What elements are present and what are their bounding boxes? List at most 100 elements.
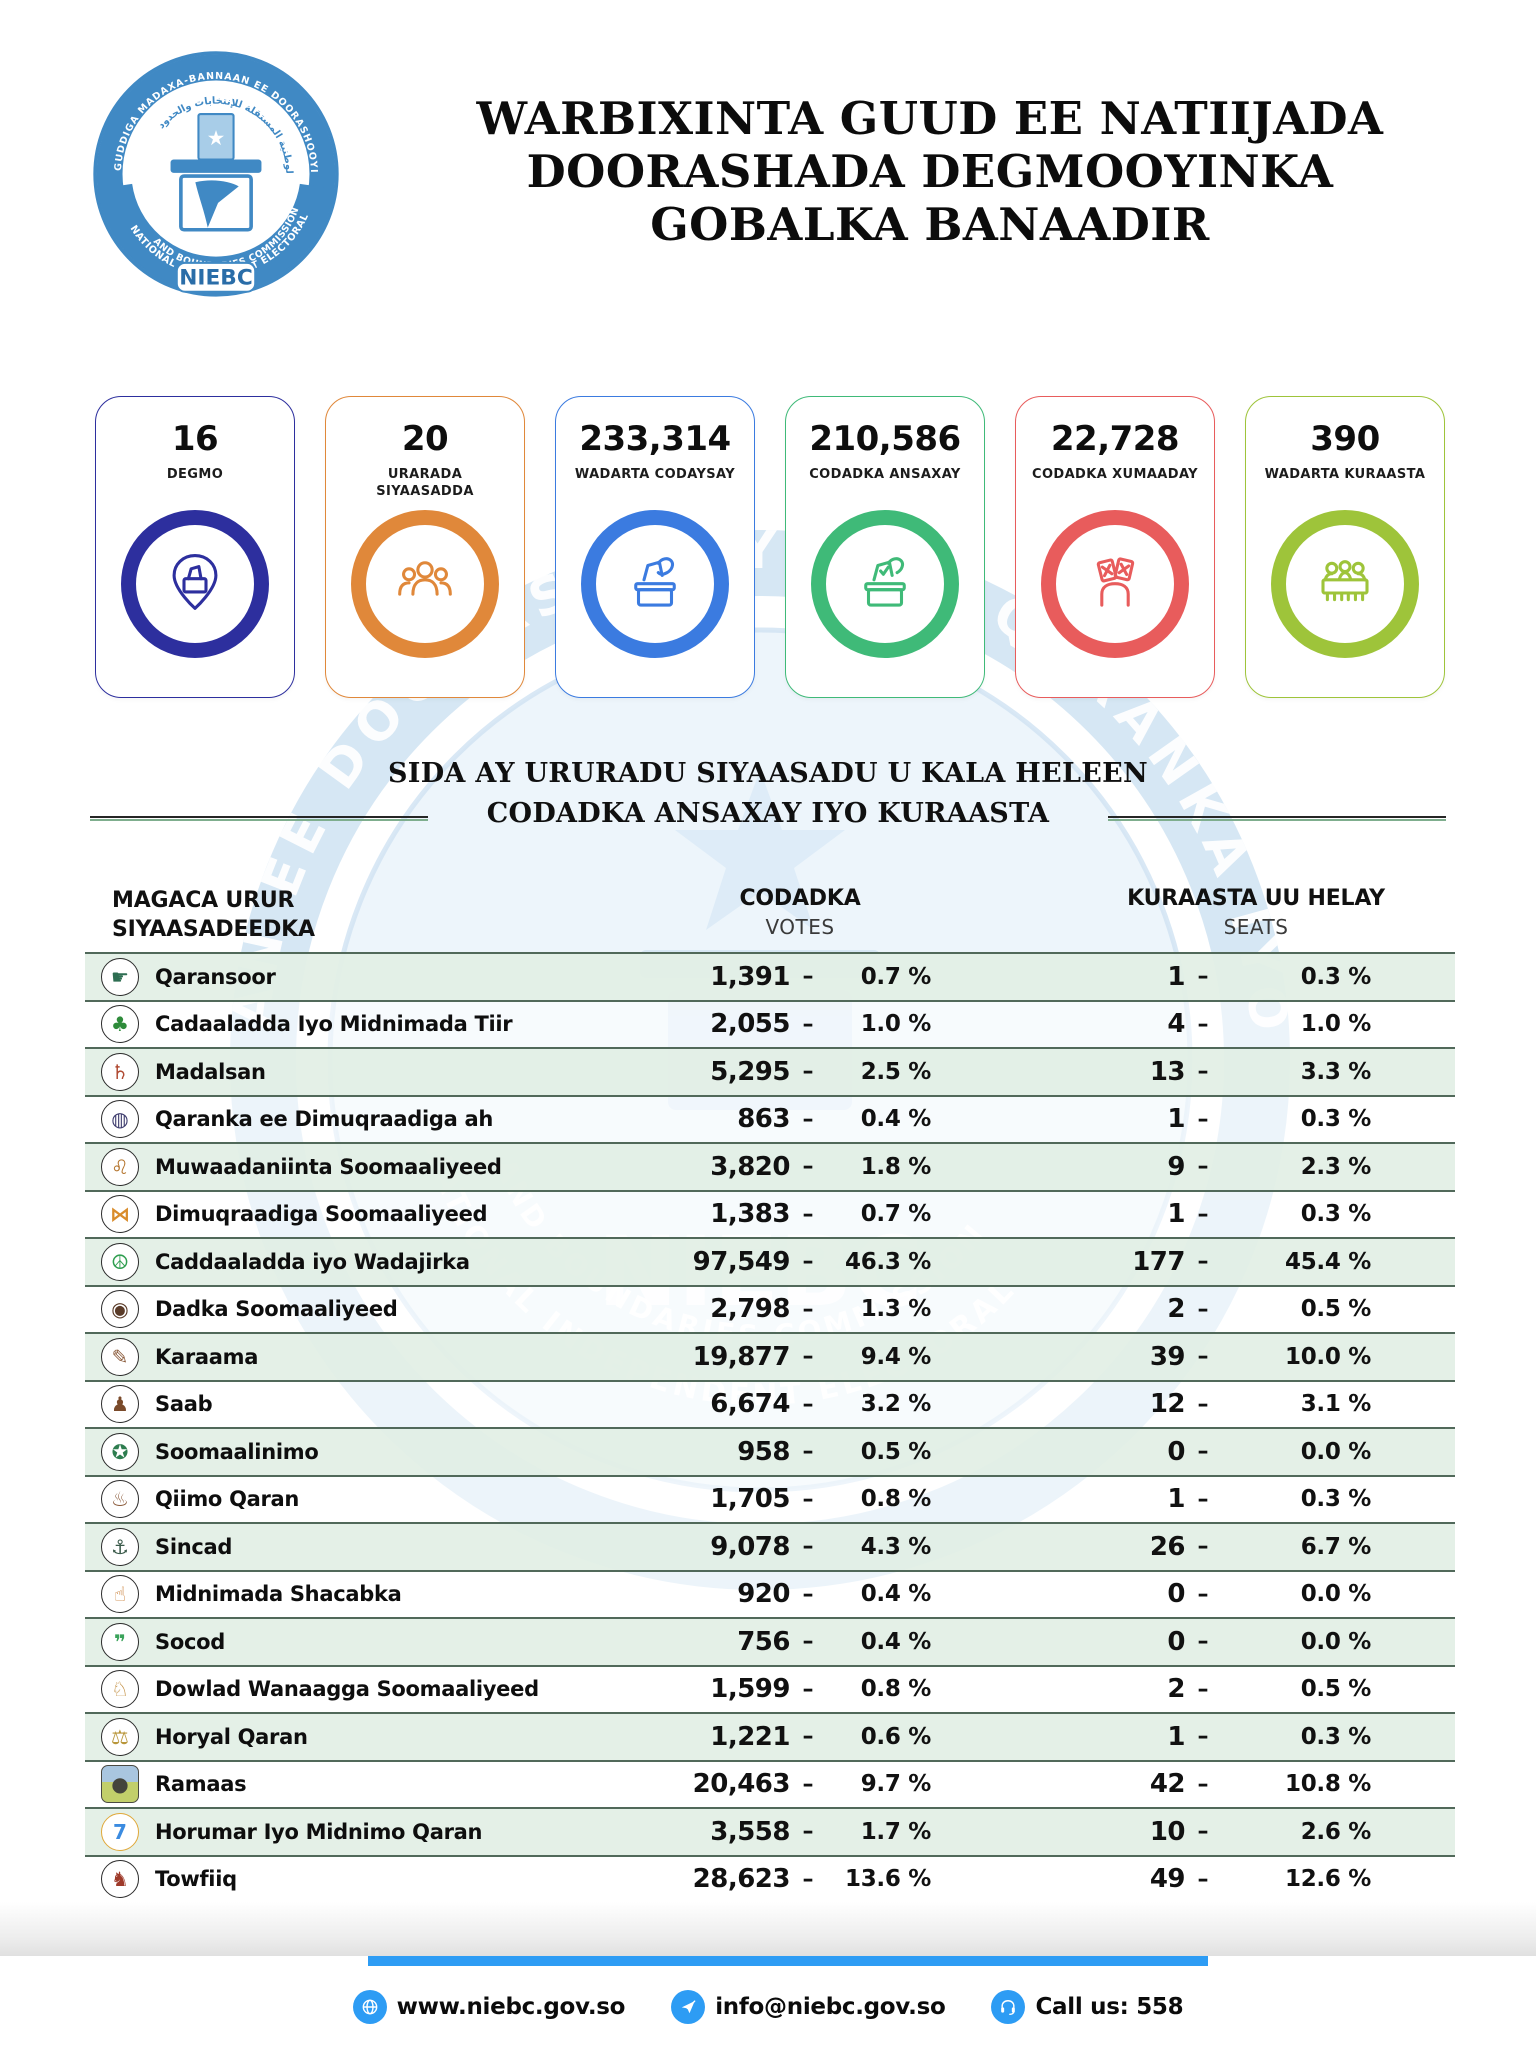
party-row: ◉ Dadka Soomaaliyeed 2,798 – 1.3 % 2 – 0…	[85, 1286, 1455, 1334]
votes-percent: 0.8 %	[860, 1676, 932, 1703]
stat-ring	[581, 510, 729, 658]
seats-value: 49	[1149, 1864, 1186, 1895]
party-name: Cadaaladda Iyo Midnimada Tiir	[155, 1012, 513, 1037]
section-heading-line2: CODADKA ANSAXAY IYO KURAASTA	[486, 798, 1050, 829]
party-name: Horumar Iyo Midnimo Qaran	[155, 1819, 483, 1844]
seats-value: 2	[1167, 1294, 1185, 1325]
party-name: Caddaaladda iyo Wadajirka	[155, 1249, 470, 1274]
tree-icon: ♣	[101, 1005, 139, 1044]
stat-cards-row: 16 DEGMO 20 URARADA SIYAASADDA 233,314 W…	[95, 396, 1445, 700]
headset-icon	[991, 1990, 1026, 2024]
seats-value: 10	[1149, 1816, 1186, 1847]
ballot-valid-icon	[852, 549, 918, 619]
seats-percent: 12.6 %	[1285, 1866, 1371, 1893]
votes-dash: –	[802, 1249, 814, 1275]
phone-link[interactable]: Call us: 558	[991, 1990, 1184, 2024]
stat-value: 22,728	[1050, 419, 1180, 459]
party-row: ✪ Soomaalinimo 958 – 0.5 % 0 – 0.0 %	[85, 1429, 1455, 1477]
column-header-seats: KURAASTA UU HELAY SEATS	[1127, 886, 1385, 939]
district-pin-icon	[162, 549, 228, 619]
party-name: Madalsan	[155, 1059, 266, 1084]
seats-value: 4	[1167, 1009, 1185, 1040]
votes-percent: 1.8 %	[860, 1153, 932, 1180]
votes-dash: –	[802, 1486, 814, 1512]
seats-percent: 0.3 %	[1300, 963, 1372, 990]
stat-card: 22,728 CODADKA XUMAADAY	[1015, 396, 1215, 698]
votes-percent: 1.0 %	[860, 1011, 932, 1038]
seats-dash: –	[1197, 1866, 1209, 1892]
ballot-cast-icon	[622, 549, 688, 619]
seats-value: 0	[1167, 1579, 1185, 1610]
dove-icon: ☮	[101, 1242, 139, 1281]
party-row: ✎ Karaama 19,877 – 9.4 % 39 – 10.0 %	[85, 1334, 1455, 1382]
votes-dash: –	[802, 1581, 814, 1607]
party-name: Soomaalinimo	[155, 1439, 319, 1464]
footer-accent-bar	[368, 1956, 1208, 1966]
party-name: Saab	[155, 1392, 213, 1417]
seats-dash: –	[1197, 1486, 1209, 1512]
stat-label: URARADA SIYAASADDA	[376, 467, 474, 499]
seats-dash: –	[1197, 1059, 1209, 1085]
eye-icon: ◉	[101, 1290, 139, 1329]
seats-value: 1	[1167, 1199, 1185, 1230]
party-row: ♌ Muwaadaniinta Soomaaliyeed 3,820 – 1.8…	[85, 1144, 1455, 1192]
party-row: ♄ Madalsan 5,295 – 2.5 % 13 – 3.3 %	[85, 1049, 1455, 1097]
party-row: ♟ Saab 6,674 – 3.2 % 12 – 3.1 %	[85, 1381, 1455, 1429]
stat-value: 210,586	[809, 419, 961, 459]
seats-value: 9	[1167, 1151, 1185, 1182]
seats-percent: 0.5 %	[1300, 1296, 1372, 1323]
seats-value: 1	[1167, 1484, 1185, 1515]
email-link[interactable]: info@niebc.gov.so	[671, 1990, 946, 2024]
seats-dash: –	[1197, 964, 1209, 990]
stat-ring	[1271, 510, 1419, 658]
website-link[interactable]: www.niebc.gov.so	[352, 1990, 625, 2024]
party-name: Horyal Qaran	[155, 1724, 308, 1749]
party-name: Dowlad Wanaagga Soomaaliyeed	[155, 1677, 539, 1702]
butterfly-icon: ⋈	[101, 1195, 139, 1234]
votes-dash: –	[802, 1534, 814, 1560]
votes-dash: –	[802, 1106, 814, 1132]
votes-value: 9,078	[710, 1531, 790, 1562]
votes-dash: –	[802, 1011, 814, 1037]
party-name: Midnimada Shacabka	[155, 1582, 402, 1607]
giraffe-icon: ♘	[101, 1670, 139, 1709]
send-icon	[671, 1990, 706, 2024]
votes-value: 1,221	[710, 1721, 790, 1752]
section-heading: SIDA AY URURADU SIYAASADU U KALA HELEEN …	[0, 754, 1536, 834]
page-title-line3: GOBALKA BANAADIR	[650, 198, 1210, 251]
book-pen-icon: ✎	[101, 1337, 139, 1376]
votes-value: 1,391	[710, 961, 790, 992]
page-title-line2: DOORASHADA DEGMOOYINKA	[526, 145, 1334, 198]
votes-dash: –	[802, 1676, 814, 1702]
votes-value: 97,549	[692, 1246, 791, 1277]
seats-dash: –	[1197, 1154, 1209, 1180]
votes-percent: 9.7 %	[860, 1771, 932, 1798]
scales-icon: ⚖	[101, 1717, 139, 1756]
seats-dash: –	[1197, 1534, 1209, 1560]
votes-dash: –	[802, 1771, 814, 1797]
stat-card: 233,314 WADARTA CODAYSAY	[555, 396, 755, 698]
votes-value: 3,558	[710, 1816, 790, 1847]
seats-dash: –	[1197, 1581, 1209, 1607]
raised-finger-icon: ☝	[101, 1575, 139, 1614]
seats-percent: 3.1 %	[1300, 1391, 1372, 1418]
seats-dash: –	[1197, 1106, 1209, 1132]
seats-value: 1	[1167, 1721, 1185, 1752]
page-title: WARBIXINTA GUUD EE NATIIJADA DOORASHADA …	[410, 92, 1450, 251]
seats-percent: 6.7 %	[1300, 1533, 1372, 1560]
votes-percent: 13.6 %	[845, 1866, 931, 1893]
seats-value: 26	[1149, 1531, 1186, 1562]
seats-percent: 45.4 %	[1285, 1248, 1371, 1275]
votes-percent: 0.5 %	[860, 1438, 932, 1465]
votes-percent: 0.8 %	[860, 1486, 932, 1513]
incense-burner-icon: ♨	[101, 1480, 139, 1519]
seats-dash: –	[1197, 1344, 1209, 1370]
party-row: ♞ Towfiiq 28,623 – 13.6 % 49 – 12.6 %	[85, 1856, 1455, 1904]
seats-percent: 10.8 %	[1285, 1771, 1371, 1798]
seats-dash: –	[1197, 1011, 1209, 1037]
seats-dash: –	[1197, 1771, 1209, 1797]
votes-value: 1,383	[710, 1199, 790, 1230]
lantern-icon: ◍	[101, 1100, 139, 1139]
votes-percent: 9.4 %	[860, 1343, 932, 1370]
people-group-icon	[392, 549, 458, 619]
